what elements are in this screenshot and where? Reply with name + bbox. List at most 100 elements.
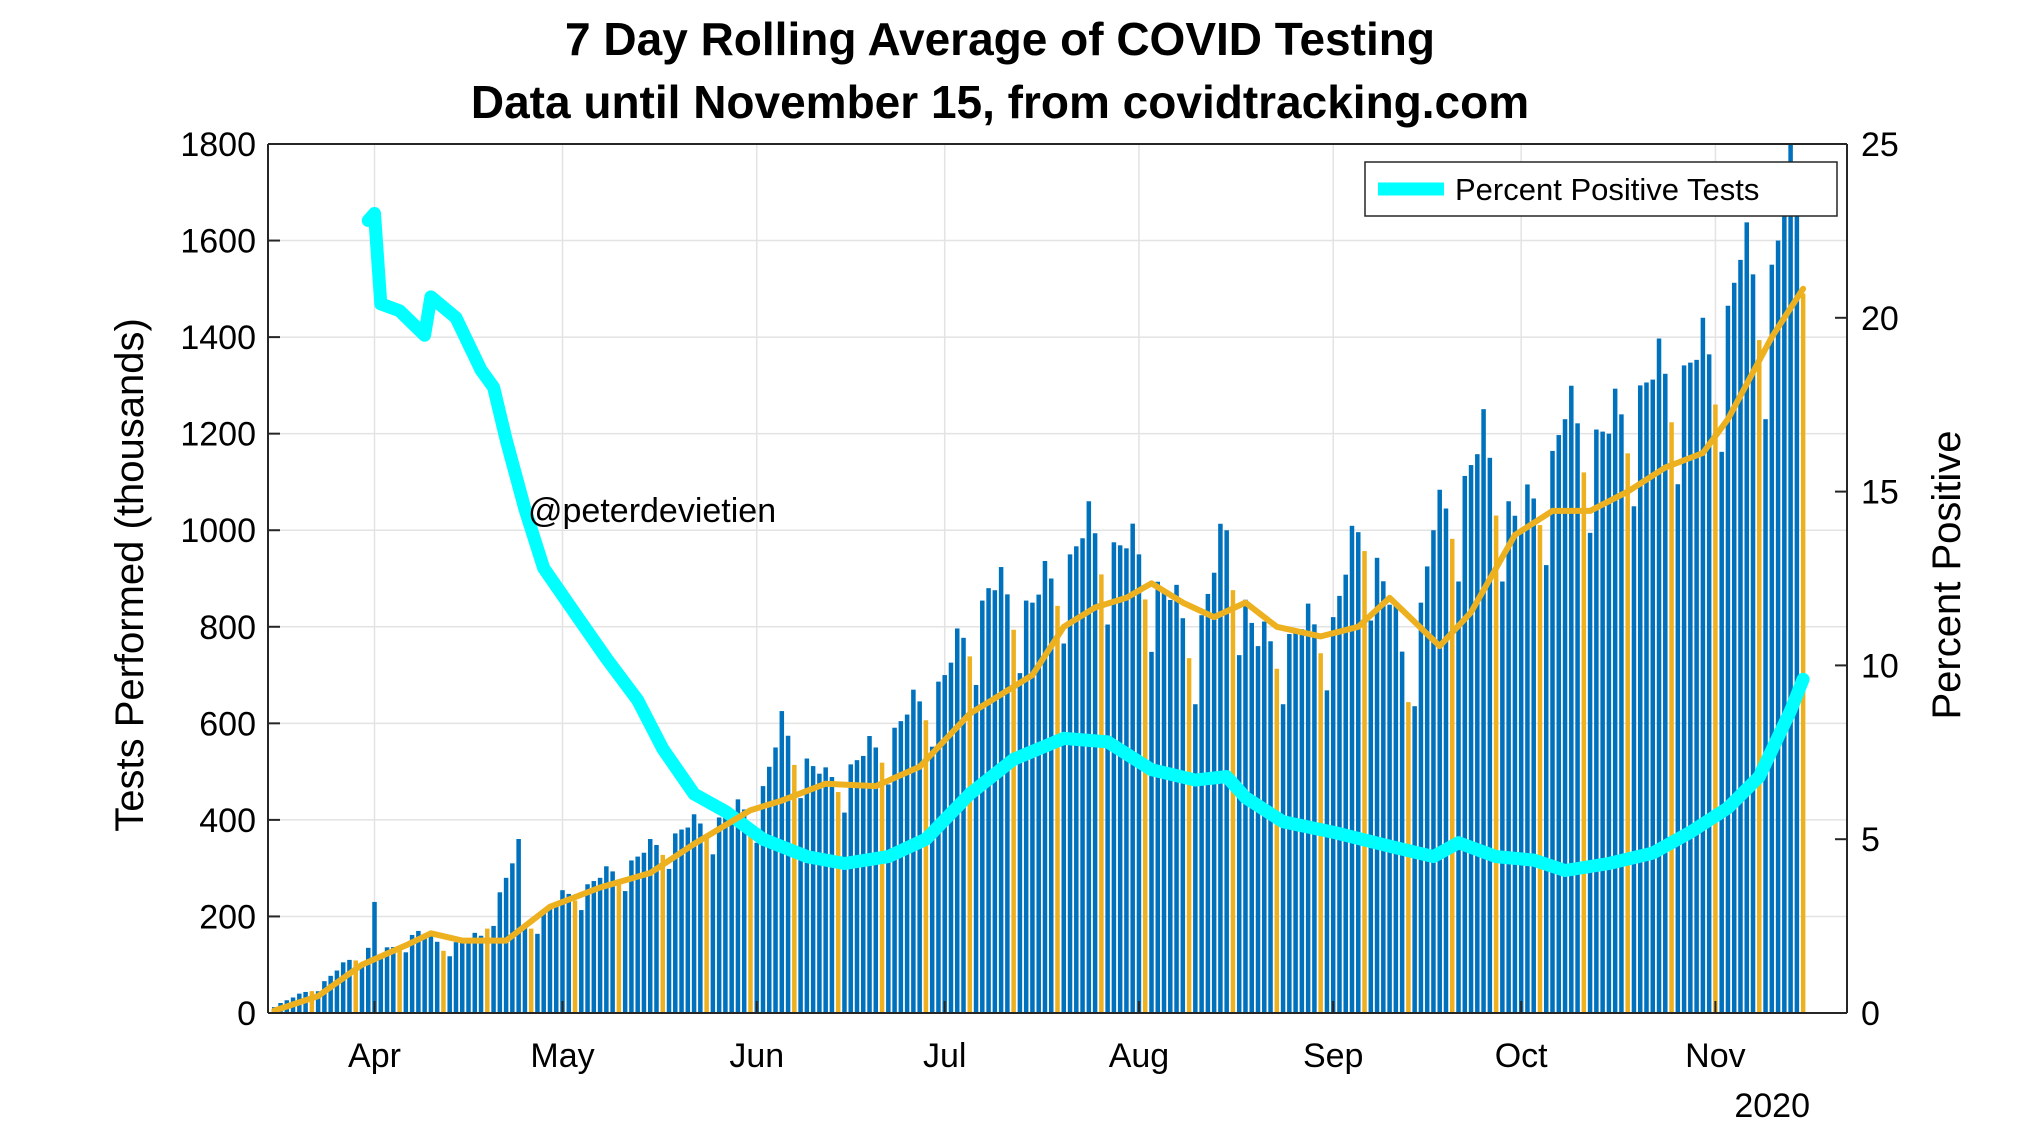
test-bar bbox=[397, 948, 402, 1013]
test-bar bbox=[1487, 457, 1493, 1013]
test-bar bbox=[1274, 668, 1280, 1013]
test-bar bbox=[873, 747, 879, 1013]
test-bar bbox=[666, 868, 672, 1013]
test-bar bbox=[1462, 475, 1468, 1013]
test-bar bbox=[353, 960, 358, 1013]
test-bar bbox=[854, 760, 860, 1013]
test-bar bbox=[384, 947, 390, 1013]
test-bar bbox=[1431, 530, 1436, 1013]
test-bar bbox=[1030, 602, 1035, 1013]
test-bar bbox=[1005, 594, 1010, 1013]
author-annotation: @peterdevietien bbox=[528, 492, 776, 530]
test-bar bbox=[1205, 593, 1211, 1013]
test-bar bbox=[1067, 554, 1073, 1013]
test-bar bbox=[654, 844, 659, 1013]
test-bar bbox=[409, 934, 415, 1013]
test-bar bbox=[541, 911, 546, 1013]
test-bar bbox=[867, 736, 872, 1013]
test-bar bbox=[936, 681, 941, 1013]
test-bar bbox=[773, 747, 778, 1013]
test-bar bbox=[1556, 435, 1562, 1013]
x-tick-label: Jun bbox=[729, 1037, 784, 1075]
test-bar bbox=[560, 890, 565, 1013]
test-bar bbox=[1575, 423, 1580, 1013]
test-bar bbox=[616, 879, 622, 1013]
test-bar bbox=[1399, 651, 1405, 1013]
test-bar bbox=[685, 827, 691, 1013]
test-bar bbox=[842, 812, 847, 1013]
test-bar bbox=[322, 981, 327, 1013]
test-bar bbox=[1443, 508, 1449, 1013]
test-bar bbox=[1612, 388, 1618, 1013]
test-bar bbox=[522, 926, 528, 1013]
y-tick-label: 800 bbox=[199, 609, 256, 647]
y2-tick-label: 15 bbox=[1861, 474, 1899, 512]
test-bar bbox=[1619, 414, 1624, 1013]
test-bar bbox=[1124, 548, 1129, 1013]
test-bar bbox=[422, 934, 427, 1013]
test-bar bbox=[1525, 484, 1530, 1013]
test-bar bbox=[547, 906, 553, 1013]
test-bar bbox=[767, 766, 772, 1013]
test-bar bbox=[1268, 641, 1273, 1013]
test-bar bbox=[948, 662, 954, 1013]
test-bar bbox=[879, 762, 885, 1013]
y-tick-label: 1000 bbox=[180, 512, 256, 550]
test-bar bbox=[579, 910, 584, 1013]
test-bar bbox=[779, 711, 785, 1013]
test-bar bbox=[597, 877, 603, 1013]
test-bar bbox=[917, 701, 922, 1013]
test-bar bbox=[503, 877, 509, 1013]
y2-tick-label: 5 bbox=[1861, 821, 1880, 859]
test-bar bbox=[1706, 354, 1712, 1014]
test-bar bbox=[478, 935, 484, 1013]
test-bar bbox=[835, 792, 841, 1013]
test-bar bbox=[1368, 620, 1374, 1013]
test-bar bbox=[1280, 704, 1286, 1013]
test-bar bbox=[1475, 454, 1480, 1013]
test-bar bbox=[1136, 554, 1142, 1013]
test-bar bbox=[434, 941, 440, 1013]
test-bar bbox=[1681, 365, 1687, 1013]
test-bar bbox=[1744, 222, 1749, 1014]
test-bar bbox=[898, 721, 904, 1013]
test-bar bbox=[403, 952, 409, 1013]
test-bar bbox=[1625, 453, 1630, 1013]
test-bar bbox=[1550, 450, 1555, 1013]
chart-title: 7 Day Rolling Average of COVID Testing bbox=[565, 13, 1435, 65]
test-bar bbox=[1600, 431, 1605, 1014]
test-bar bbox=[1406, 702, 1411, 1013]
test-bar bbox=[309, 991, 315, 1013]
test-bar bbox=[528, 928, 534, 1013]
test-bar bbox=[785, 735, 791, 1013]
test-bar bbox=[328, 975, 333, 1013]
test-bar bbox=[1606, 433, 1612, 1013]
test-bar bbox=[485, 928, 490, 1013]
test-bar bbox=[1099, 574, 1104, 1013]
test-bar bbox=[1312, 624, 1317, 1013]
test-bar bbox=[1650, 379, 1656, 1014]
test-bar bbox=[1788, 143, 1793, 1013]
test-bar bbox=[585, 884, 590, 1013]
y2-tick-label: 25 bbox=[1861, 126, 1899, 164]
test-bar bbox=[1449, 538, 1455, 1013]
test-bar bbox=[1631, 506, 1637, 1013]
test-bar bbox=[1130, 523, 1135, 1013]
test-bar bbox=[710, 854, 716, 1013]
test-bar bbox=[1562, 419, 1568, 1013]
test-bar bbox=[754, 842, 759, 1013]
test-bar bbox=[1086, 501, 1092, 1013]
test-bar bbox=[347, 959, 352, 1013]
test-bar bbox=[967, 656, 973, 1013]
test-bar bbox=[1048, 578, 1054, 1013]
test-bar bbox=[1644, 382, 1649, 1013]
test-bar bbox=[1211, 572, 1217, 1013]
test-bar bbox=[1337, 595, 1342, 1013]
test-bar bbox=[1688, 362, 1693, 1013]
y2-axis-label: Percent Positive bbox=[1925, 430, 1969, 719]
x-tick-label: Oct bbox=[1495, 1037, 1548, 1075]
test-bar bbox=[929, 746, 935, 1013]
chart-subtitle: Data until November 15, from covidtracki… bbox=[471, 76, 1529, 128]
test-bar bbox=[1769, 264, 1775, 1013]
x-tick-label: May bbox=[530, 1037, 594, 1075]
